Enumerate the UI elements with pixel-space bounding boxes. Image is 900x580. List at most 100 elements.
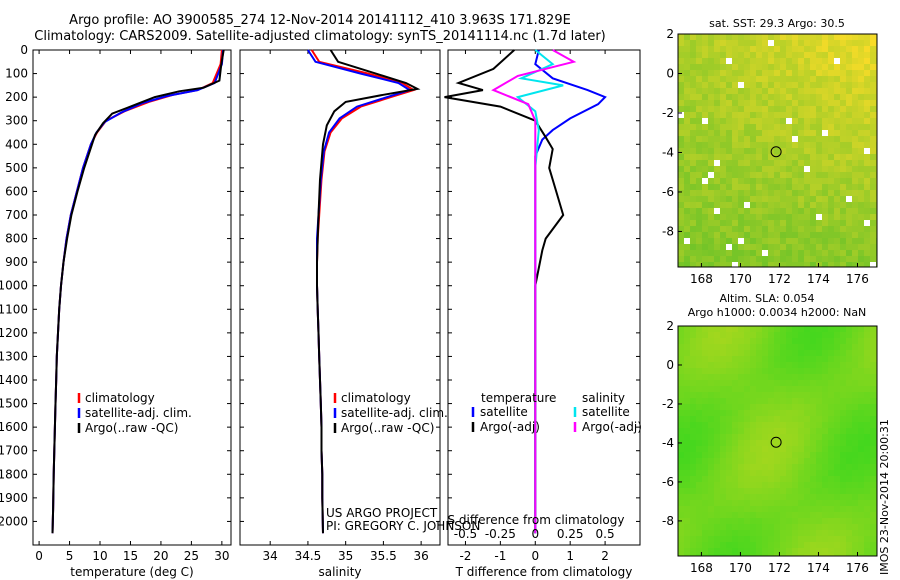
heatmap-cell: [864, 440, 870, 446]
heatmap-cell: [810, 184, 816, 190]
heatmap-cell: [762, 178, 768, 184]
heatmap-cell: [786, 244, 792, 250]
heatmap-cell: [678, 82, 684, 88]
heatmap-cell: [828, 548, 834, 554]
heatmap-cell: [762, 112, 768, 118]
heatmap-cell: [816, 554, 822, 556]
heatmap-cell: [714, 208, 720, 214]
heatmap-cell: [702, 458, 708, 464]
heatmap-cell: [732, 172, 738, 178]
heatmap-cell: [744, 494, 750, 500]
heatmap-cell: [786, 52, 792, 58]
heatmap-cell: [798, 136, 804, 142]
heatmap-cell: [798, 244, 804, 250]
heatmap-cell: [834, 196, 840, 202]
heatmap-cell: [852, 410, 858, 416]
heatmap-cell: [798, 82, 804, 88]
heatmap-cell: [738, 214, 744, 220]
heatmap-cell: [816, 118, 822, 124]
heatmap-cell: [726, 190, 732, 196]
heatmap-cell: [840, 142, 846, 148]
heatmap-cell: [822, 332, 828, 338]
heatmap-cell: [780, 136, 786, 142]
heatmap-cell: [684, 524, 690, 530]
heatmap-cell: [726, 160, 732, 166]
heatmap-cell: [828, 536, 834, 542]
heatmap-cell: [714, 446, 720, 452]
heatmap-cell: [846, 434, 852, 440]
heatmap-cell: [762, 368, 768, 374]
heatmap-cell: [678, 356, 684, 362]
sst-map-frame: [677, 33, 878, 268]
heatmap-cell: [840, 196, 846, 202]
heatmap-cell: [822, 256, 828, 262]
heatmap-cell: [756, 94, 762, 100]
heatmap-cell: [732, 356, 738, 362]
heatmap-cell: [786, 196, 792, 202]
heatmap-cell: [786, 338, 792, 344]
heatmap-cell: [678, 40, 684, 46]
heatmap-cell: [762, 238, 768, 244]
heatmap-cell: [786, 178, 792, 184]
heatmap-cell: [816, 350, 822, 356]
heatmap-cell: [804, 326, 810, 332]
heatmap-cell: [852, 142, 858, 148]
heatmap-cell: [756, 338, 762, 344]
heatmap-cell: [738, 160, 744, 166]
heatmap-cell: [816, 386, 822, 392]
heatmap-cell: [810, 392, 816, 398]
heatmap-cell: [732, 148, 738, 154]
heatmap-cell: [678, 148, 684, 154]
heatmap-cell: [840, 88, 846, 94]
heatmap-cell: [870, 46, 876, 52]
heatmap-cell: [726, 536, 732, 542]
heatmap-cell: [798, 178, 804, 184]
heatmap-cell: [786, 506, 792, 512]
heatmap-cell: [744, 184, 750, 190]
heatmap-cell: [828, 70, 834, 76]
heatmap-cell: [786, 154, 792, 160]
heatmap-cell: [684, 34, 690, 40]
heatmap-cell: [738, 208, 744, 214]
heatmap-cell: [792, 488, 798, 494]
heatmap-cell: [714, 130, 720, 136]
heatmap-cell: [858, 94, 864, 100]
heatmap-cell: [726, 178, 732, 184]
heatmap-cell: [750, 196, 756, 202]
heatmap-cell: [798, 118, 804, 124]
heatmap-cell: [810, 178, 816, 184]
heatmap-cell: [864, 100, 870, 106]
heatmap-cell: [678, 464, 684, 470]
heatmap-cell: [756, 452, 762, 458]
heatmap-cell: [690, 542, 696, 548]
heatmap-cell: [810, 94, 816, 100]
heatmap-cell: [738, 64, 744, 70]
heatmap-cell: [792, 172, 798, 178]
heatmap-cell: [792, 362, 798, 368]
heatmap-cell: [792, 124, 798, 130]
heatmap-cell: [804, 404, 810, 410]
heatmap-cell: [816, 178, 822, 184]
heatmap-cell: [714, 88, 720, 94]
heatmap-cell: [780, 470, 786, 476]
heatmap-cell: [852, 398, 858, 404]
heatmap-cell: [678, 422, 684, 428]
heatmap-cell: [804, 470, 810, 476]
heatmap-cell: [834, 118, 840, 124]
y-tick-label: 600: [5, 184, 28, 198]
heatmap-cell: [786, 326, 792, 332]
heatmap-cell: [774, 238, 780, 244]
heatmap-cell: [798, 494, 804, 500]
heatmap-cell: [744, 344, 750, 350]
map-x-tick-label: 176: [846, 272, 869, 286]
heatmap-cell: [786, 488, 792, 494]
x-tick-label: 1: [566, 549, 574, 563]
heatmap-cell: [774, 208, 780, 214]
heatmap-cell: [822, 392, 828, 398]
heatmap-cell: [810, 542, 816, 548]
heatmap-cell: [858, 380, 864, 386]
heatmap-cell: [720, 136, 726, 142]
sst-heatmap-cells: [678, 34, 877, 267]
heatmap-cell: [798, 500, 804, 506]
heatmap-cell: [822, 344, 828, 350]
